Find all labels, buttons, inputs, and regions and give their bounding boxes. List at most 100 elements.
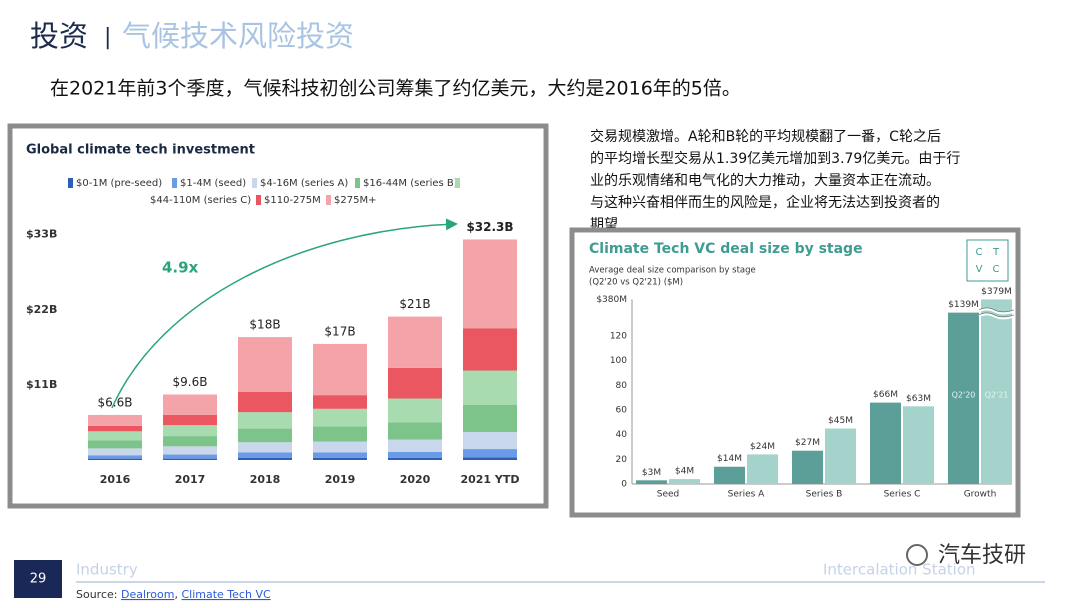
value-label: $45M xyxy=(828,416,853,426)
footer-section: Industry xyxy=(76,561,138,579)
bar-segment xyxy=(88,455,142,459)
growth-arrow xyxy=(111,218,458,409)
bar-segment xyxy=(163,454,217,459)
y-tick-label: 20 xyxy=(616,455,628,465)
bar-segment xyxy=(388,422,442,440)
watermark: 汽车技研 xyxy=(938,543,1026,568)
x-tick-label: 2016 xyxy=(100,473,131,486)
bar-segment xyxy=(313,426,367,442)
bar-segment xyxy=(163,446,217,455)
bar-segment xyxy=(163,436,217,447)
axis-break xyxy=(978,313,1015,320)
total-label: $9.6B xyxy=(173,375,208,389)
paragraph: 交易规模激增。A轮和B轮的平均规模翻了一番，C轮之后的平均增长型交易从1.39亿… xyxy=(590,128,960,233)
bar-segment xyxy=(238,428,292,443)
bar-segment xyxy=(463,457,517,460)
value-label: $24M xyxy=(750,442,775,452)
value-label: $379M xyxy=(981,287,1012,297)
value-label: $139M xyxy=(948,300,979,310)
bar xyxy=(669,479,700,484)
value-label: $66M xyxy=(873,390,898,400)
logo-letter: C xyxy=(976,247,983,258)
bar-segment xyxy=(313,395,367,409)
value-label: $3M xyxy=(642,468,661,478)
axis-break-outline xyxy=(978,307,1015,313)
y-tick-label: $33B xyxy=(26,228,57,241)
legend-label: $110-275M xyxy=(264,195,321,206)
x-tick-label: 2020 xyxy=(400,473,431,486)
bar-segment xyxy=(463,432,517,450)
bar-segment xyxy=(463,449,517,458)
bar-segment xyxy=(388,457,442,460)
bar-segment xyxy=(388,367,442,399)
bar-segment xyxy=(313,441,367,453)
bar-segment xyxy=(88,440,142,449)
bar-segment xyxy=(238,391,292,413)
bar-segment xyxy=(238,412,292,429)
bar-segment xyxy=(388,439,442,452)
bar xyxy=(792,450,823,484)
annotation: 4.9x xyxy=(162,259,199,277)
bar-segment xyxy=(88,425,142,432)
bar-segment xyxy=(388,316,442,368)
total-label: $17B xyxy=(324,324,355,338)
chart1: Global climate tech investment $0-1M (pre… xyxy=(26,143,520,487)
bar-segment xyxy=(313,343,367,396)
logo-box xyxy=(966,239,1009,282)
axis-break-outline xyxy=(978,312,1015,318)
paragraph-line: 与这种兴奋相伴而生的风险是，企业将无法达到投资者的 xyxy=(590,194,940,211)
y-tick-label: 40 xyxy=(616,430,628,440)
bar-segment xyxy=(238,337,292,392)
bar xyxy=(981,299,1012,484)
value-label: $63M xyxy=(906,394,931,404)
x-tick-label: 2021 YTD xyxy=(460,473,519,486)
y-tick-label: $380M xyxy=(596,295,627,305)
bar-segment xyxy=(163,458,217,460)
paragraph-line: 业的乐观情绪和电气化的大力推动，大量资本正在流动。 xyxy=(590,173,940,189)
legend-swatch xyxy=(355,178,360,188)
page-number-box xyxy=(14,560,62,598)
legend-swatch xyxy=(252,178,257,188)
legend-swatch xyxy=(172,178,177,188)
source-separator: , xyxy=(174,588,181,601)
bar xyxy=(714,466,745,484)
bar-segment xyxy=(88,458,142,460)
legend-label: $16-44M (series B) xyxy=(363,178,458,189)
logo-letter: C xyxy=(993,264,1000,275)
bar-segment xyxy=(463,239,517,329)
bar-segment xyxy=(163,425,217,437)
axis-break xyxy=(978,308,1015,315)
bar xyxy=(870,402,901,484)
x-tick-label: 2018 xyxy=(250,473,281,486)
legend-label: $4-16M (series A) xyxy=(260,178,348,189)
bar-segment xyxy=(88,414,142,426)
bar-segment xyxy=(313,452,367,458)
bar xyxy=(948,312,979,484)
headline: 在2021年前3个季度，气候科技初创公司筹集了约亿美元，大约是2016年的5倍。 xyxy=(50,78,741,100)
x-tick-label: Series C xyxy=(884,490,921,500)
y-tick-label: $11B xyxy=(26,378,57,391)
chart2: Climate Tech VC deal size by stage Averag… xyxy=(589,239,1015,500)
legend-swatch xyxy=(256,195,261,205)
title-separator: | xyxy=(104,25,111,50)
total-label: $18B xyxy=(249,318,280,332)
bar xyxy=(636,480,667,484)
bar-segment xyxy=(388,451,442,458)
legend-label: $44-110M (series C) xyxy=(150,195,251,206)
x-tick-label: Seed xyxy=(657,490,680,500)
x-tick-label: Series A xyxy=(728,490,766,500)
value-label: $14M xyxy=(717,454,742,464)
bar-segment xyxy=(238,452,292,458)
legend-label: $1-4M (seed) xyxy=(180,178,246,189)
bar xyxy=(903,406,934,484)
y-tick-label: 100 xyxy=(610,356,627,366)
footer-brand: Intercalation Station xyxy=(823,561,976,579)
source-link[interactable]: Climate Tech VC xyxy=(181,588,270,601)
bar-segment xyxy=(463,328,517,371)
legend-swatch xyxy=(68,178,73,188)
bar-segment xyxy=(313,408,367,427)
source-link[interactable]: Dealroom xyxy=(121,588,175,601)
chart-subtitle: Average deal size comparison by stage xyxy=(589,266,756,276)
